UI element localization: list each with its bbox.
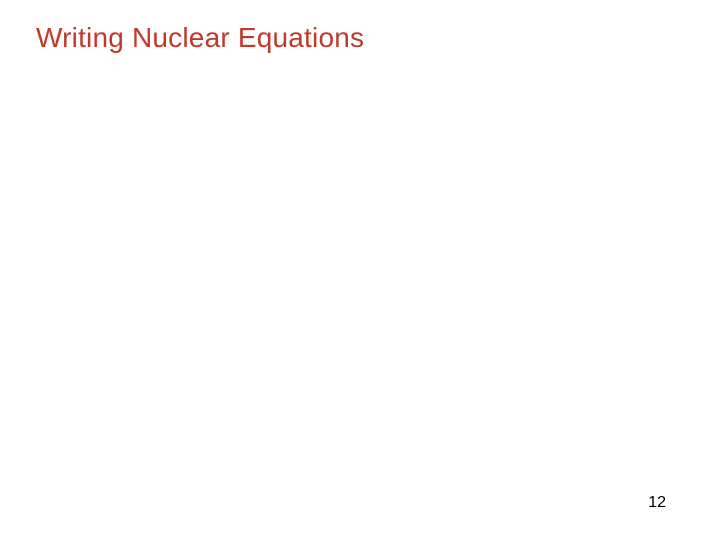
slide: Writing Nuclear Equations 12 (0, 0, 720, 540)
page-number: 12 (648, 494, 666, 512)
slide-title: Writing Nuclear Equations (36, 22, 364, 54)
